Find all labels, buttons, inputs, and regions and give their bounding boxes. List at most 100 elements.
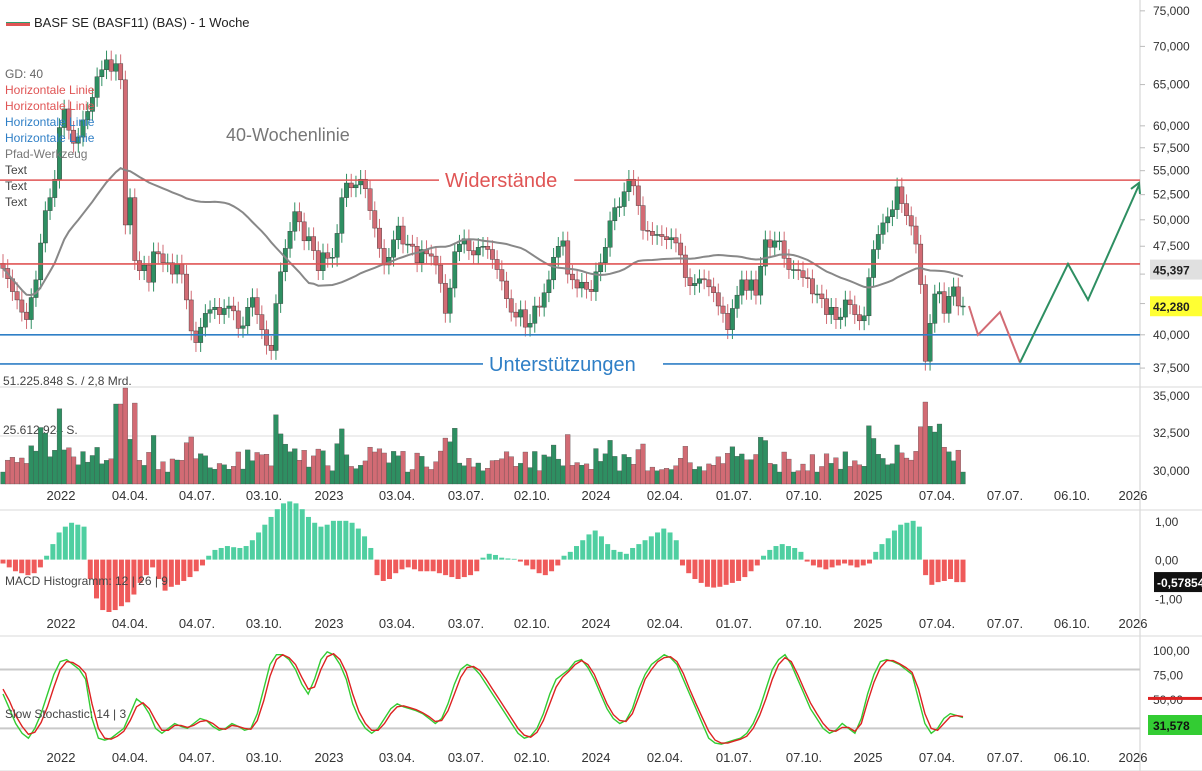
- volume-bar: [216, 463, 223, 485]
- candle-body: [24, 311, 29, 320]
- volume-bar: [19, 457, 25, 485]
- volume-bar: [61, 449, 67, 485]
- candle-body: [894, 186, 900, 210]
- stoch-value-badge-bg: [1148, 714, 1202, 735]
- legend-item[interactable]: Text: [5, 179, 28, 193]
- macd-bar: [935, 559, 941, 583]
- candle-body: [692, 283, 698, 286]
- candle-body: [546, 279, 552, 293]
- macd-bar: [948, 559, 954, 580]
- volume-bar: [419, 456, 425, 485]
- candle-body: [527, 323, 533, 328]
- candle-body: [38, 242, 44, 281]
- macd-bar: [598, 536, 604, 560]
- candle-body: [306, 236, 312, 242]
- volume-bar: [913, 451, 919, 485]
- macd-bar: [661, 528, 667, 560]
- candle-body: [904, 203, 909, 216]
- macd-bar: [299, 509, 305, 560]
- legend-item[interactable]: Text: [5, 163, 28, 177]
- candle-body: [504, 280, 509, 299]
- volume-bar: [720, 463, 726, 485]
- volume-bar: [33, 450, 39, 485]
- macd-bar: [150, 559, 156, 568]
- candle-body: [560, 240, 566, 247]
- candle-body: [235, 310, 241, 329]
- macd-bar: [692, 559, 698, 580]
- volume-bar: [240, 468, 246, 485]
- macd-bar: [879, 544, 885, 560]
- candle-body: [155, 251, 161, 255]
- volume-bar: [706, 463, 712, 485]
- volume-bar: [951, 460, 957, 485]
- x-tick-label: 02.04.: [647, 488, 683, 503]
- macd-bar: [648, 536, 654, 560]
- macd-bar: [156, 559, 162, 580]
- volume-bar: [645, 470, 651, 485]
- volume-bar: [113, 403, 119, 485]
- macd-bar: [742, 559, 748, 578]
- volume-bar: [823, 453, 830, 485]
- volume-bar: [151, 435, 157, 485]
- macd-bar: [891, 530, 897, 560]
- x-tick-label: 2025: [854, 616, 883, 631]
- candle-body: [626, 178, 632, 192]
- volume-bar: [193, 458, 199, 485]
- x-tick-label: 04.04.: [112, 750, 148, 765]
- candle-body: [499, 269, 505, 282]
- volume-bar: [682, 446, 688, 485]
- volume-bar: [748, 459, 754, 485]
- macd-bar: [12, 559, 18, 572]
- volume-bar: [0, 471, 6, 485]
- macd-axis-label: 0,00: [1155, 554, 1179, 568]
- legend-item[interactable]: Horizontale Linie: [5, 131, 95, 145]
- volume-bar: [885, 464, 891, 485]
- candle-body: [602, 247, 608, 263]
- legend-item[interactable]: Text: [5, 195, 28, 209]
- candle-body: [315, 250, 321, 271]
- volume-bar: [753, 454, 759, 485]
- volume-bar: [89, 455, 95, 485]
- candle-body: [664, 236, 669, 240]
- x-tick-label: 06.10.: [1054, 750, 1090, 765]
- macd-bar: [898, 524, 904, 560]
- x-tick-label: 01.07.: [716, 750, 752, 765]
- legend-item[interactable]: Horizontale Linie: [5, 115, 95, 129]
- candle-body: [42, 210, 48, 244]
- legend-item[interactable]: Horizontale Linie: [5, 99, 95, 113]
- projection-arrowhead: [1130, 181, 1141, 195]
- candle-body: [475, 247, 481, 256]
- macd-bar: [736, 559, 742, 581]
- volume-bar: [353, 468, 359, 485]
- x-tick-label: 03.04.: [379, 616, 415, 631]
- legend-item[interactable]: Horizontale Linie: [5, 83, 95, 97]
- volume-bar: [894, 444, 900, 485]
- volume-bar: [47, 456, 53, 485]
- stoch-d-badge: [1148, 696, 1202, 700]
- legend-item[interactable]: Pfad-Werkzeug: [5, 147, 88, 161]
- macd-bar: [362, 536, 368, 560]
- candle-body: [861, 315, 867, 322]
- volume-bar: [767, 463, 773, 485]
- volume-bar: [607, 440, 613, 485]
- candle-body: [570, 273, 575, 281]
- volume-bar: [381, 452, 387, 485]
- volume-bar: [475, 462, 481, 485]
- stoch-value-badge: 31,578: [1153, 719, 1190, 733]
- volume-bar: [132, 402, 138, 485]
- macd-bar: [305, 516, 311, 560]
- volume-bar: [532, 451, 538, 485]
- macd-bar: [929, 559, 935, 585]
- volume-bar: [654, 470, 660, 485]
- macd-bar: [555, 559, 561, 566]
- candle-body: [99, 69, 105, 77]
- candle-body: [14, 291, 20, 301]
- volume-bar: [414, 452, 420, 485]
- macd-bar: [312, 522, 318, 560]
- macd-bar: [904, 522, 910, 560]
- macd-bar: [393, 559, 399, 574]
- volume-bar: [866, 425, 872, 485]
- legend-item[interactable]: GD: 40: [5, 67, 44, 81]
- candle-body: [217, 307, 222, 315]
- x-tick-label: 04.04.: [112, 616, 148, 631]
